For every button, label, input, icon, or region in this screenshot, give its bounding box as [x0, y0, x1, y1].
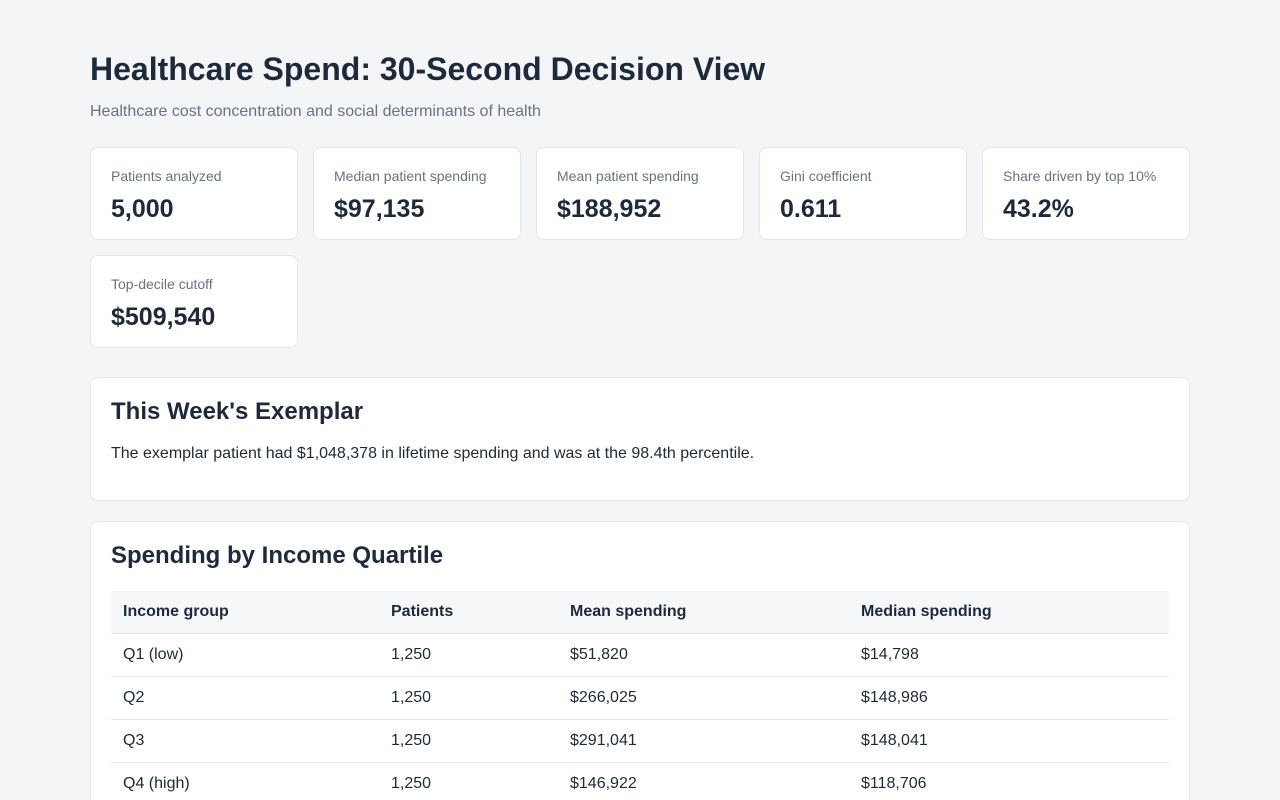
kpi-value: 5,000 [111, 195, 174, 223]
kpi-value: 0.611 [780, 195, 842, 223]
kpi-value: $509,540 [111, 303, 216, 331]
kpi-card-gini-coefficient: Gini coefficient 0.611 [759, 147, 967, 240]
kpi-label: Mean patient spending [557, 168, 699, 184]
cell-median-spending: $14,798 [849, 633, 1169, 677]
cell-median-spending: $148,986 [849, 676, 1169, 720]
exemplar-card: This Week's Exemplar The exemplar patien… [90, 377, 1190, 501]
table-row: Q3 1,250 $291,041 $148,041 [111, 719, 1169, 763]
exemplar-title: This Week's Exemplar [111, 398, 364, 425]
column-header-patients: Patients [379, 591, 558, 634]
cell-patients: 1,250 [379, 762, 558, 800]
cell-mean-spending: $51,820 [558, 633, 849, 677]
cell-median-spending: $148,041 [849, 719, 1169, 763]
kpi-label: Patients analyzed [111, 168, 222, 184]
cell-income-group: Q2 [111, 676, 379, 720]
cell-patients: 1,250 [379, 676, 558, 720]
kpi-card-top-decile-cutoff: Top-decile cutoff $509,540 [90, 255, 298, 348]
income-quartile-title: Spending by Income Quartile [111, 542, 444, 569]
cell-patients: 1,250 [379, 633, 558, 677]
table-header-row: Income group Patients Mean spending Medi… [111, 591, 1169, 634]
kpi-value: $97,135 [334, 195, 425, 223]
column-header-mean-spending: Mean spending [558, 591, 849, 634]
kpi-card-top-10-share: Share driven by top 10% 43.2% [982, 147, 1190, 240]
kpi-value: 43.2% [1003, 195, 1074, 223]
cell-income-group: Q4 (high) [111, 762, 379, 800]
kpi-label: Top-decile cutoff [111, 276, 213, 292]
page-subtitle: Healthcare cost concentration and social… [90, 103, 541, 120]
kpi-label: Median patient spending [334, 168, 487, 184]
kpi-card-mean-spending: Mean patient spending $188,952 [536, 147, 744, 240]
kpi-grid: Patients analyzed 5,000 Median patient s… [90, 147, 1190, 348]
table-row: Q2 1,250 $266,025 $148,986 [111, 676, 1169, 720]
cell-patients: 1,250 [379, 719, 558, 763]
exemplar-text: The exemplar patient had $1,048,378 in l… [111, 445, 755, 462]
kpi-card-patients-analyzed: Patients analyzed 5,000 [90, 147, 298, 240]
cell-median-spending: $118,706 [849, 762, 1169, 800]
cell-mean-spending: $291,041 [558, 719, 849, 763]
income-quartile-card: Spending by Income Quartile Income group… [90, 521, 1190, 800]
cell-mean-spending: $146,922 [558, 762, 849, 800]
kpi-label: Gini coefficient [780, 168, 872, 184]
table-row: Q4 (high) 1,250 $146,922 $118,706 [111, 762, 1169, 800]
kpi-value: $188,952 [557, 195, 662, 223]
column-header-median-spending: Median spending [849, 591, 1169, 634]
table-row: Q1 (low) 1,250 $51,820 $14,798 [111, 633, 1169, 677]
cell-mean-spending: $266,025 [558, 676, 849, 720]
cell-income-group: Q3 [111, 719, 379, 763]
page-title: Healthcare Spend: 30-Second Decision Vie… [90, 51, 766, 87]
kpi-card-median-spending: Median patient spending $97,135 [313, 147, 521, 240]
income-quartile-table: Income group Patients Mean spending Medi… [111, 591, 1169, 800]
kpi-label: Share driven by top 10% [1003, 168, 1157, 184]
cell-income-group: Q1 (low) [111, 633, 379, 677]
column-header-income-group: Income group [111, 591, 379, 634]
